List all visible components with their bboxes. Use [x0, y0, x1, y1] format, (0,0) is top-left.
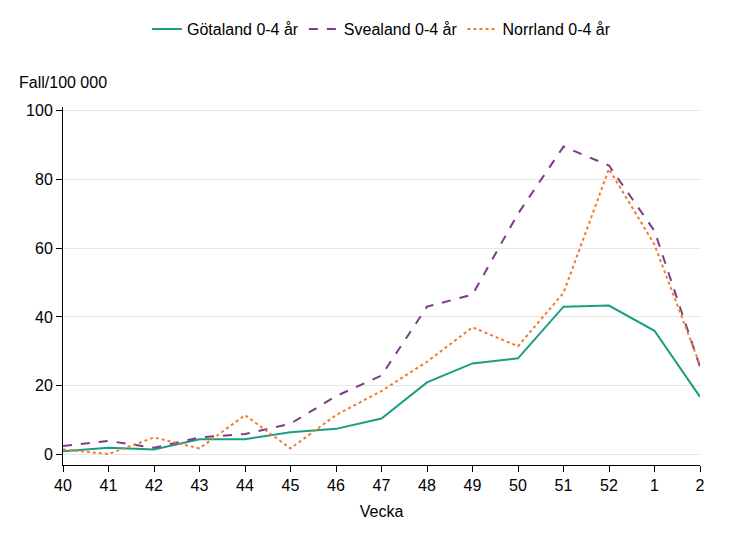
svg-text:60: 60 — [35, 240, 53, 257]
svg-text:40: 40 — [54, 477, 72, 494]
svg-text:20: 20 — [35, 377, 53, 394]
svg-text:2: 2 — [696, 477, 705, 494]
svg-text:0: 0 — [44, 446, 53, 463]
svg-text:Fall/100 000: Fall/100 000 — [19, 74, 107, 91]
svg-text:45: 45 — [282, 477, 300, 494]
svg-text:49: 49 — [464, 477, 482, 494]
svg-text:44: 44 — [236, 477, 254, 494]
svg-text:Vecka: Vecka — [360, 503, 404, 520]
svg-text:51: 51 — [555, 477, 573, 494]
svg-text:80: 80 — [35, 171, 53, 188]
svg-text:Götaland 0-4 år: Götaland 0-4 år — [187, 21, 299, 38]
svg-text:Svealand 0-4 år: Svealand 0-4 år — [344, 21, 458, 38]
svg-text:1: 1 — [650, 477, 659, 494]
svg-text:47: 47 — [373, 477, 391, 494]
svg-text:48: 48 — [418, 477, 436, 494]
svg-text:41: 41 — [100, 477, 118, 494]
svg-text:46: 46 — [327, 477, 345, 494]
svg-text:Norrland 0-4 år: Norrland 0-4 år — [502, 21, 610, 38]
svg-text:100: 100 — [26, 102, 53, 119]
svg-text:43: 43 — [191, 477, 209, 494]
svg-text:50: 50 — [509, 477, 527, 494]
svg-text:42: 42 — [145, 477, 163, 494]
svg-text:40: 40 — [35, 309, 53, 326]
svg-text:52: 52 — [600, 477, 618, 494]
